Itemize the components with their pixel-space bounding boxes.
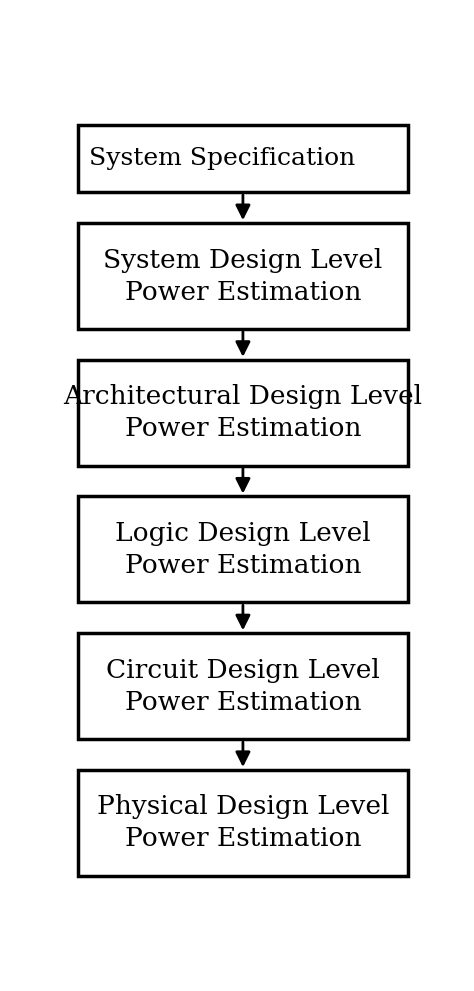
Text: Physical Design Level
Power Estimation: Physical Design Level Power Estimation xyxy=(97,795,389,851)
Bar xyxy=(78,770,408,876)
Bar xyxy=(78,633,408,739)
Bar xyxy=(78,125,408,192)
Bar xyxy=(78,496,408,603)
Text: System Design Level
Power Estimation: System Design Level Power Estimation xyxy=(103,248,383,304)
Text: System Specification: System Specification xyxy=(89,147,355,170)
Text: Circuit Design Level
Power Estimation: Circuit Design Level Power Estimation xyxy=(106,658,380,715)
Bar xyxy=(78,360,408,466)
Text: Architectural Design Level
Power Estimation: Architectural Design Level Power Estimat… xyxy=(64,385,422,441)
Text: Logic Design Level
Power Estimation: Logic Design Level Power Estimation xyxy=(115,521,371,578)
Bar xyxy=(78,223,408,329)
